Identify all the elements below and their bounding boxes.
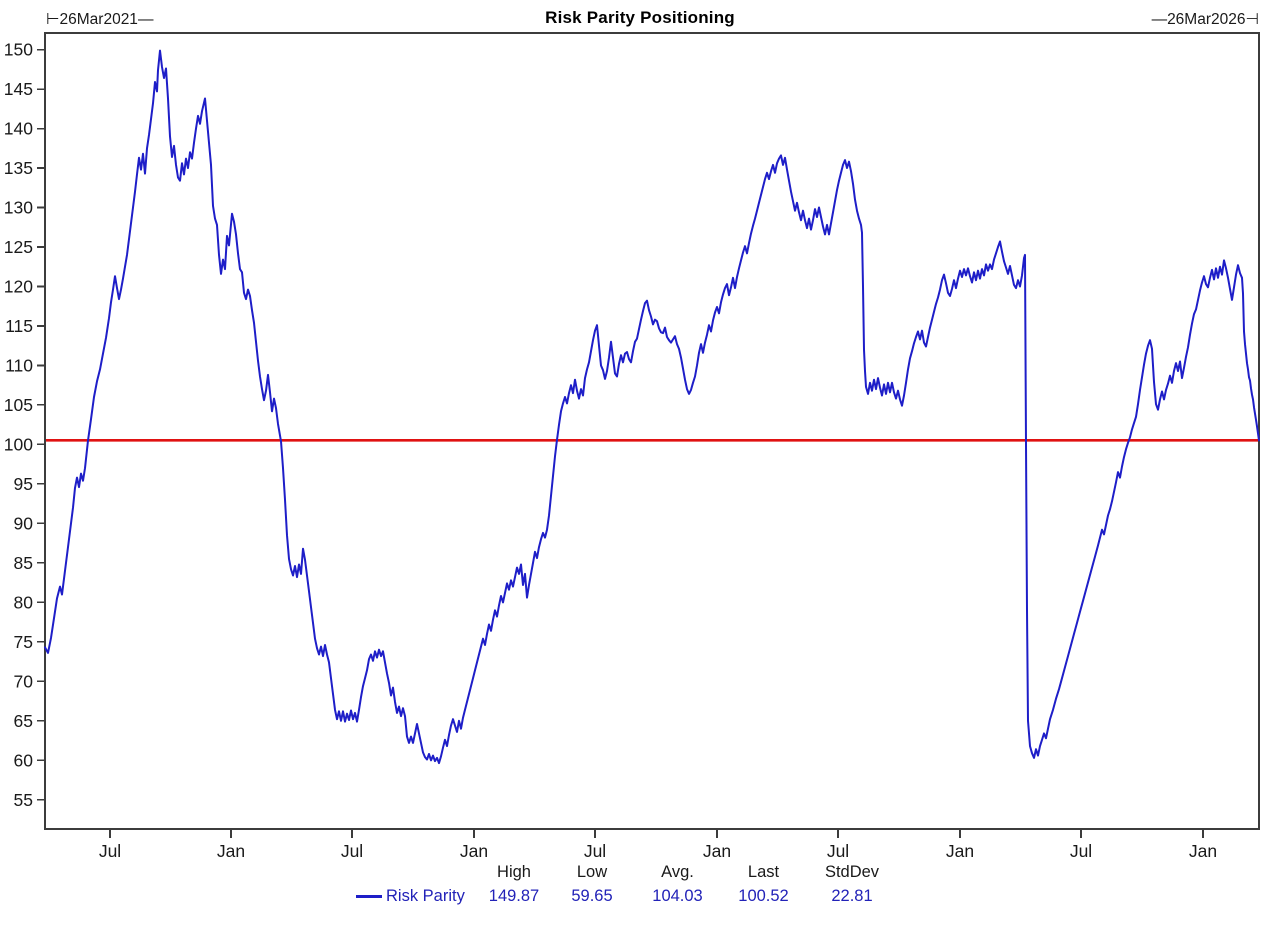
y-tick-label: 145: [4, 79, 33, 99]
x-tick-label: Jan: [217, 841, 245, 861]
y-tick-label: 85: [14, 553, 33, 573]
y-tick-label: 140: [4, 119, 33, 139]
y-tick-label: 75: [14, 632, 33, 652]
end-dash: —: [1151, 11, 1168, 28]
y-tick-label: 135: [4, 158, 33, 178]
y-tick-label: 150: [4, 40, 33, 60]
x-tick-label: Jan: [946, 841, 974, 861]
y-tick-label: 105: [4, 395, 33, 415]
x-tick-label: Jul: [99, 841, 121, 861]
chart-title: Risk Parity Positioning: [545, 8, 735, 27]
x-tick-label: Jul: [827, 841, 849, 861]
start-dash: —: [137, 11, 154, 28]
y-tick-label: 95: [14, 474, 33, 494]
y-tick-label: 100: [4, 434, 33, 454]
y-tick-label: 90: [14, 513, 34, 533]
stat-value-last: 100.52: [738, 886, 789, 905]
date-range-end-label: —26Mar2026⊣: [1152, 10, 1259, 29]
y-tick-label: 115: [5, 316, 33, 336]
x-tick-label: Jan: [460, 841, 488, 861]
stats-legend: High Low Avg. Last StdDev Risk Parity 14…: [356, 860, 898, 908]
stat-value-high: 149.87: [488, 886, 540, 905]
plot-frame: [44, 32, 1260, 830]
y-tick-label: 80: [14, 592, 34, 612]
stat-header-stddev: StdDev: [824, 862, 880, 881]
date-range-start-label: ⊢26Mar2021—: [46, 10, 153, 29]
stat-value-low: 59.65: [571, 886, 613, 905]
x-tick-label: Jan: [703, 841, 731, 861]
y-tick-label: 55: [14, 790, 33, 810]
legend-series-name: Risk Parity: [386, 886, 465, 905]
start-date-text: 26Mar2021: [59, 11, 138, 28]
y-tick-label: 65: [14, 711, 33, 731]
y-tick-label: 60: [14, 750, 34, 770]
y-tick-label: 70: [14, 671, 34, 691]
stat-value-avg: 104.03: [652, 886, 703, 905]
y-tick-label: 130: [4, 198, 33, 218]
legend-series-risk-parity: Risk Parity: [356, 887, 478, 906]
y-tick-label: 120: [4, 276, 33, 296]
stat-header-avg: Avg.: [661, 862, 694, 881]
x-tick-label: Jul: [1070, 841, 1092, 861]
y-tick-label: 110: [5, 355, 33, 375]
stat-header-low: Low: [576, 862, 608, 881]
axis-start-cap: ⊢: [46, 11, 60, 28]
stat-header-high: High: [497, 862, 531, 881]
stat-header-last: Last: [747, 862, 780, 881]
risk-parity-line: [44, 49, 1260, 765]
end-date-text: 26Mar2026: [1167, 11, 1246, 28]
axis-end-cap: ⊣: [1245, 11, 1259, 28]
x-tick-label: Jul: [584, 841, 606, 861]
stat-value-stddev: 22.81: [831, 886, 873, 905]
x-tick-label: Jan: [1189, 841, 1217, 861]
x-tick-label: Jul: [341, 841, 363, 861]
legend-swatch-risk-parity: [356, 894, 382, 898]
y-tick-label: 125: [4, 237, 33, 257]
